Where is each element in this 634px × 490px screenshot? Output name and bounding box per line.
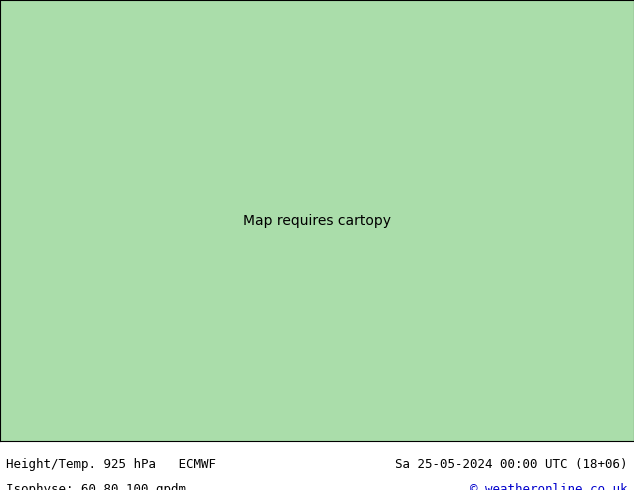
Text: Height/Temp. 925 hPa   ECMWF: Height/Temp. 925 hPa ECMWF <box>6 458 216 471</box>
Text: Isophyse: 60 80 100 gpdm: Isophyse: 60 80 100 gpdm <box>6 483 186 490</box>
Text: © weatheronline.co.uk: © weatheronline.co.uk <box>470 483 628 490</box>
Text: Map requires cartopy: Map requires cartopy <box>243 214 391 227</box>
Text: Sa 25-05-2024 00:00 UTC (18+06): Sa 25-05-2024 00:00 UTC (18+06) <box>395 458 628 471</box>
